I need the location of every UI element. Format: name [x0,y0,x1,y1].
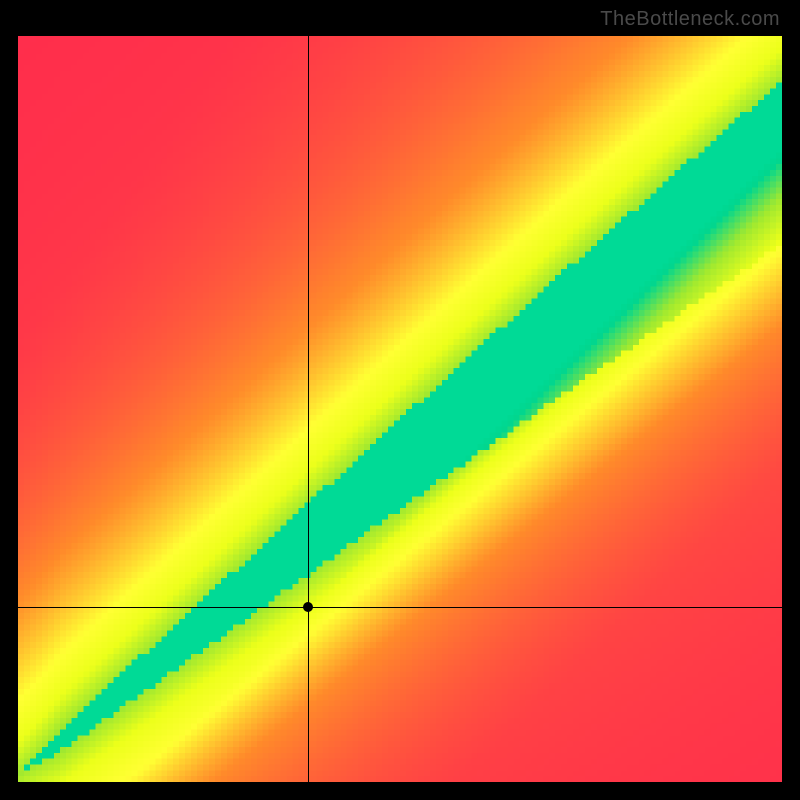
heatmap-plot [18,36,782,782]
crosshair-horizontal [18,607,782,608]
heatmap-canvas [18,36,782,782]
watermark-text: TheBottleneck.com [600,8,780,31]
crosshair-marker [303,602,313,612]
crosshair-vertical [308,36,309,782]
